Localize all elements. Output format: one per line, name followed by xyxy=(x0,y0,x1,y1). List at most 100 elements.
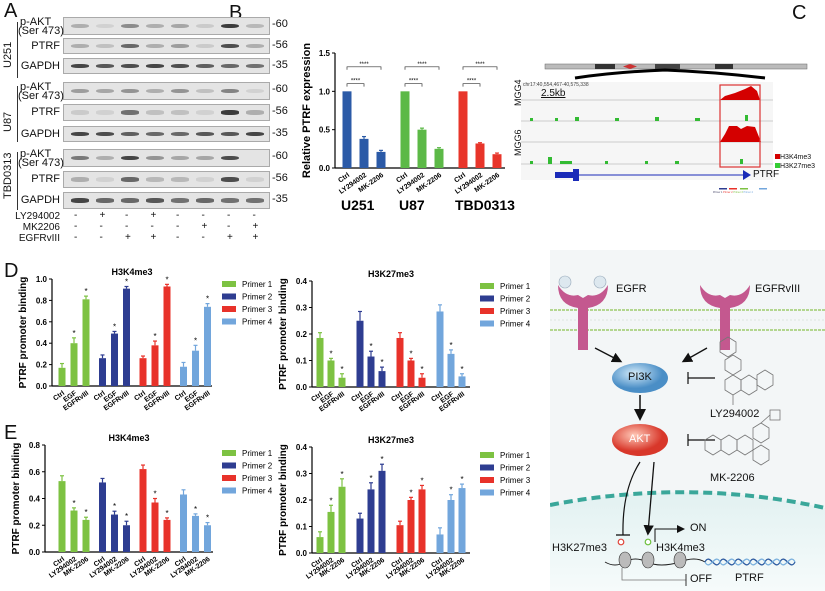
blot-row-sublabel: (Ser 473) xyxy=(18,25,64,37)
y-axis-label: PTRF promoter binding xyxy=(18,277,29,389)
protein-band xyxy=(96,23,114,29)
blot-row-label: GAPDH xyxy=(20,194,60,206)
treatment-sign: - xyxy=(201,232,205,243)
protein-band xyxy=(246,110,264,115)
significance-star: * xyxy=(329,349,332,358)
y-tick-label: 0.0 xyxy=(296,383,308,392)
legend-h3k4me3: H3K4me3 xyxy=(775,154,811,161)
blot-strip xyxy=(63,149,270,167)
akt-node xyxy=(612,424,668,456)
akt-label: AKT xyxy=(629,433,651,445)
legend-swatch xyxy=(480,295,494,302)
pi3k-label: PI3K xyxy=(628,371,652,383)
cell-line-label: U251 xyxy=(341,197,375,213)
chart-title: H3K4me3 xyxy=(111,267,152,277)
bar xyxy=(436,311,444,387)
bar xyxy=(458,376,466,387)
protein-band xyxy=(146,43,164,49)
significance-label: **** xyxy=(351,79,361,85)
primer-label: Primer 2 xyxy=(723,191,733,194)
y-tick-label: 1.0 xyxy=(319,87,331,96)
bar xyxy=(407,360,415,387)
significance-star: * xyxy=(369,474,372,483)
legend-label: Primer 3 xyxy=(242,305,273,314)
blot-row-label: GAPDH xyxy=(20,60,60,72)
off-label: OFF xyxy=(690,573,712,585)
kda-marker: -56 xyxy=(272,105,288,117)
treatment-label: EGFRvIII xyxy=(18,233,60,244)
bar xyxy=(316,537,324,553)
y-tick-label: 0.1 xyxy=(296,357,308,366)
treatment-sign: + xyxy=(201,221,208,232)
bar xyxy=(139,469,147,552)
promoter-highlight-box xyxy=(719,84,761,168)
y-tick-label: 0.2 xyxy=(296,330,308,339)
protein-band xyxy=(96,131,114,137)
protein-band xyxy=(171,198,189,203)
legend-swatch xyxy=(480,320,494,327)
egfr-label: EGFR xyxy=(616,283,647,295)
bar xyxy=(367,489,375,553)
kda-marker: -35 xyxy=(272,127,288,139)
treatment-sign: - xyxy=(125,221,129,232)
y-tick-label: 0.8 xyxy=(29,441,41,450)
bar xyxy=(58,481,66,552)
treatment-label: MK2206 xyxy=(22,222,60,233)
primer-labels: Primer 1 Primer 2 Primer 3 Primer 4 xyxy=(713,191,753,194)
bar xyxy=(447,353,455,387)
protein-band xyxy=(96,110,114,115)
significance-bracket xyxy=(462,83,481,87)
panel-label-c: C xyxy=(792,2,807,24)
treatment-sign: - xyxy=(99,232,103,243)
bar xyxy=(70,343,78,386)
legend-label: Primer 3 xyxy=(242,474,273,483)
y-tick-label: 0.5 xyxy=(319,126,331,135)
legend-swatch xyxy=(480,308,494,314)
blot-row-label: p-AKT xyxy=(20,16,52,28)
legend-label: Primer 2 xyxy=(500,464,531,473)
protein-band xyxy=(246,88,264,94)
treatment-sign: - xyxy=(74,221,78,232)
bar xyxy=(180,366,187,386)
significance-label: **** xyxy=(409,79,419,85)
protein-band xyxy=(96,155,114,161)
protein-band xyxy=(196,177,214,182)
protein-band xyxy=(121,110,139,115)
treatment-sign: + xyxy=(227,232,233,243)
significance-star: * xyxy=(449,341,452,350)
bar xyxy=(204,306,211,386)
treatment-sign: + xyxy=(150,232,157,243)
bar xyxy=(58,367,66,386)
blot-row-label: PTRF xyxy=(31,173,60,185)
significance-bracket xyxy=(346,66,382,70)
bar xyxy=(192,350,199,386)
kda-marker: -35 xyxy=(272,59,288,71)
y-tick-label: 0.1 xyxy=(296,523,308,532)
protein-band xyxy=(221,43,239,49)
blot-strip xyxy=(63,38,270,54)
significance-label: **** xyxy=(475,62,485,68)
bar xyxy=(139,358,147,386)
kda-marker: -56 xyxy=(272,172,288,184)
bar xyxy=(82,299,90,386)
legend-label: Primer 2 xyxy=(242,462,273,471)
protein-band xyxy=(71,63,89,69)
protein-band xyxy=(196,155,214,161)
scale-bar-label: 2.5kb xyxy=(541,88,566,99)
protein-band xyxy=(221,63,239,69)
protein-band xyxy=(221,23,239,29)
primer-label: Primer 1 xyxy=(713,191,723,194)
treatment-sign: - xyxy=(125,210,129,221)
kda-marker: -60 xyxy=(272,18,288,30)
blot-strip xyxy=(63,192,270,209)
blot-row-label: p-AKT xyxy=(20,81,52,93)
cell-line-label: TBD0313 xyxy=(455,197,515,213)
legend-label: Primer 4 xyxy=(500,320,531,329)
protein-band xyxy=(246,198,264,203)
bar xyxy=(192,515,199,552)
legend-swatch xyxy=(222,475,236,481)
significance-star: * xyxy=(153,490,156,499)
protein-band xyxy=(121,131,139,137)
blot-strip xyxy=(63,104,270,121)
inhibit-icon xyxy=(622,461,641,536)
